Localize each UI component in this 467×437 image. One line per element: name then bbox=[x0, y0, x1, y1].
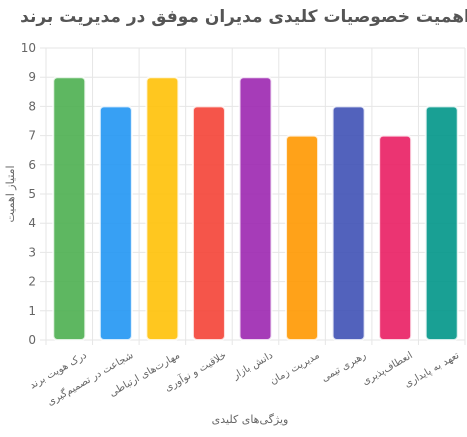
y-tick-label: 4 bbox=[28, 216, 36, 230]
bar-2 bbox=[98, 105, 133, 342]
bar-9 bbox=[424, 105, 459, 342]
x-category-label: شجاعت در تصمیم‌گیری bbox=[45, 349, 135, 408]
x-axis-title: ویژگی‌های کلیدی bbox=[212, 413, 289, 426]
bar-4 bbox=[191, 105, 226, 342]
x-category-label: مدیریت زمان bbox=[268, 350, 321, 387]
bar-7 bbox=[331, 105, 366, 342]
bar-8 bbox=[378, 134, 413, 341]
bar-6 bbox=[285, 134, 320, 341]
bar-1 bbox=[52, 76, 87, 341]
y-tick-label: 3 bbox=[28, 245, 36, 259]
bar-3 bbox=[145, 76, 180, 341]
y-axis-title: امتیاز اهمیت bbox=[4, 165, 17, 222]
chart-title: اهمیت خصوصیات کلیدی مدیران موفق در مدیری… bbox=[20, 7, 467, 27]
y-tick-label: 2 bbox=[28, 275, 36, 289]
y-tick-label: 9 bbox=[28, 70, 36, 84]
bar-5 bbox=[238, 76, 273, 341]
y-tick-label: 5 bbox=[28, 187, 36, 201]
y-tick-label: 10 bbox=[21, 41, 36, 55]
y-tick-label: 8 bbox=[28, 99, 36, 113]
bars bbox=[52, 76, 459, 342]
y-axis-ticks: 0 1 2 3 4 5 6 7 8 9 10 bbox=[21, 41, 36, 347]
y-tick-label: 6 bbox=[28, 158, 36, 172]
y-tick-label: 0 bbox=[28, 333, 36, 347]
y-tick-label: 1 bbox=[28, 304, 36, 318]
y-tick-label: 7 bbox=[28, 129, 36, 143]
